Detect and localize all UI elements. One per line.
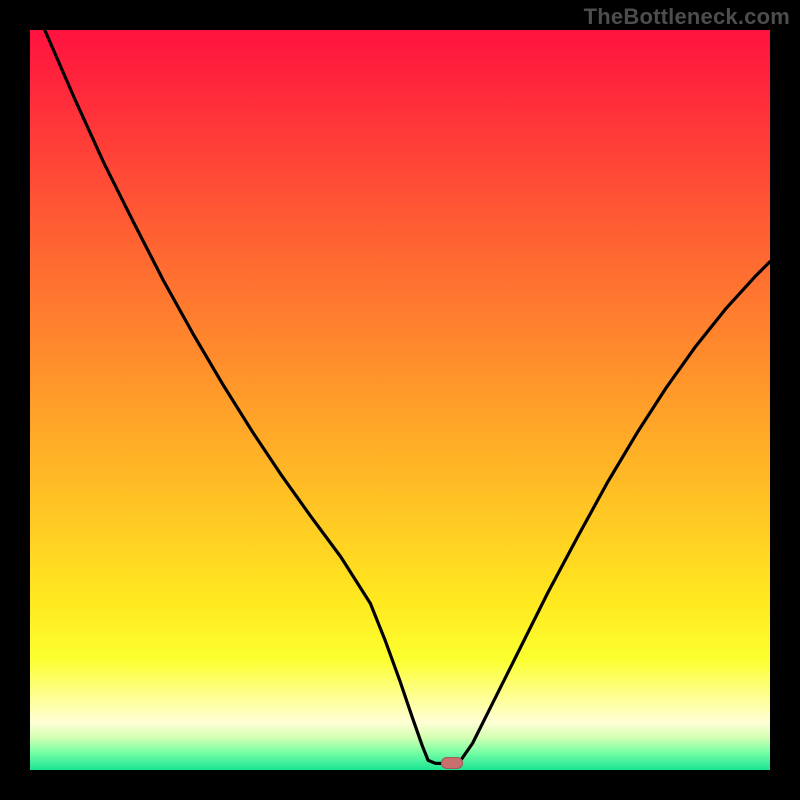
watermark-text: TheBottleneck.com <box>584 4 790 30</box>
curve-path <box>45 30 770 763</box>
chart-frame: TheBottleneck.com <box>0 0 800 800</box>
minimum-marker <box>441 757 463 769</box>
bottleneck-curve <box>0 0 800 800</box>
